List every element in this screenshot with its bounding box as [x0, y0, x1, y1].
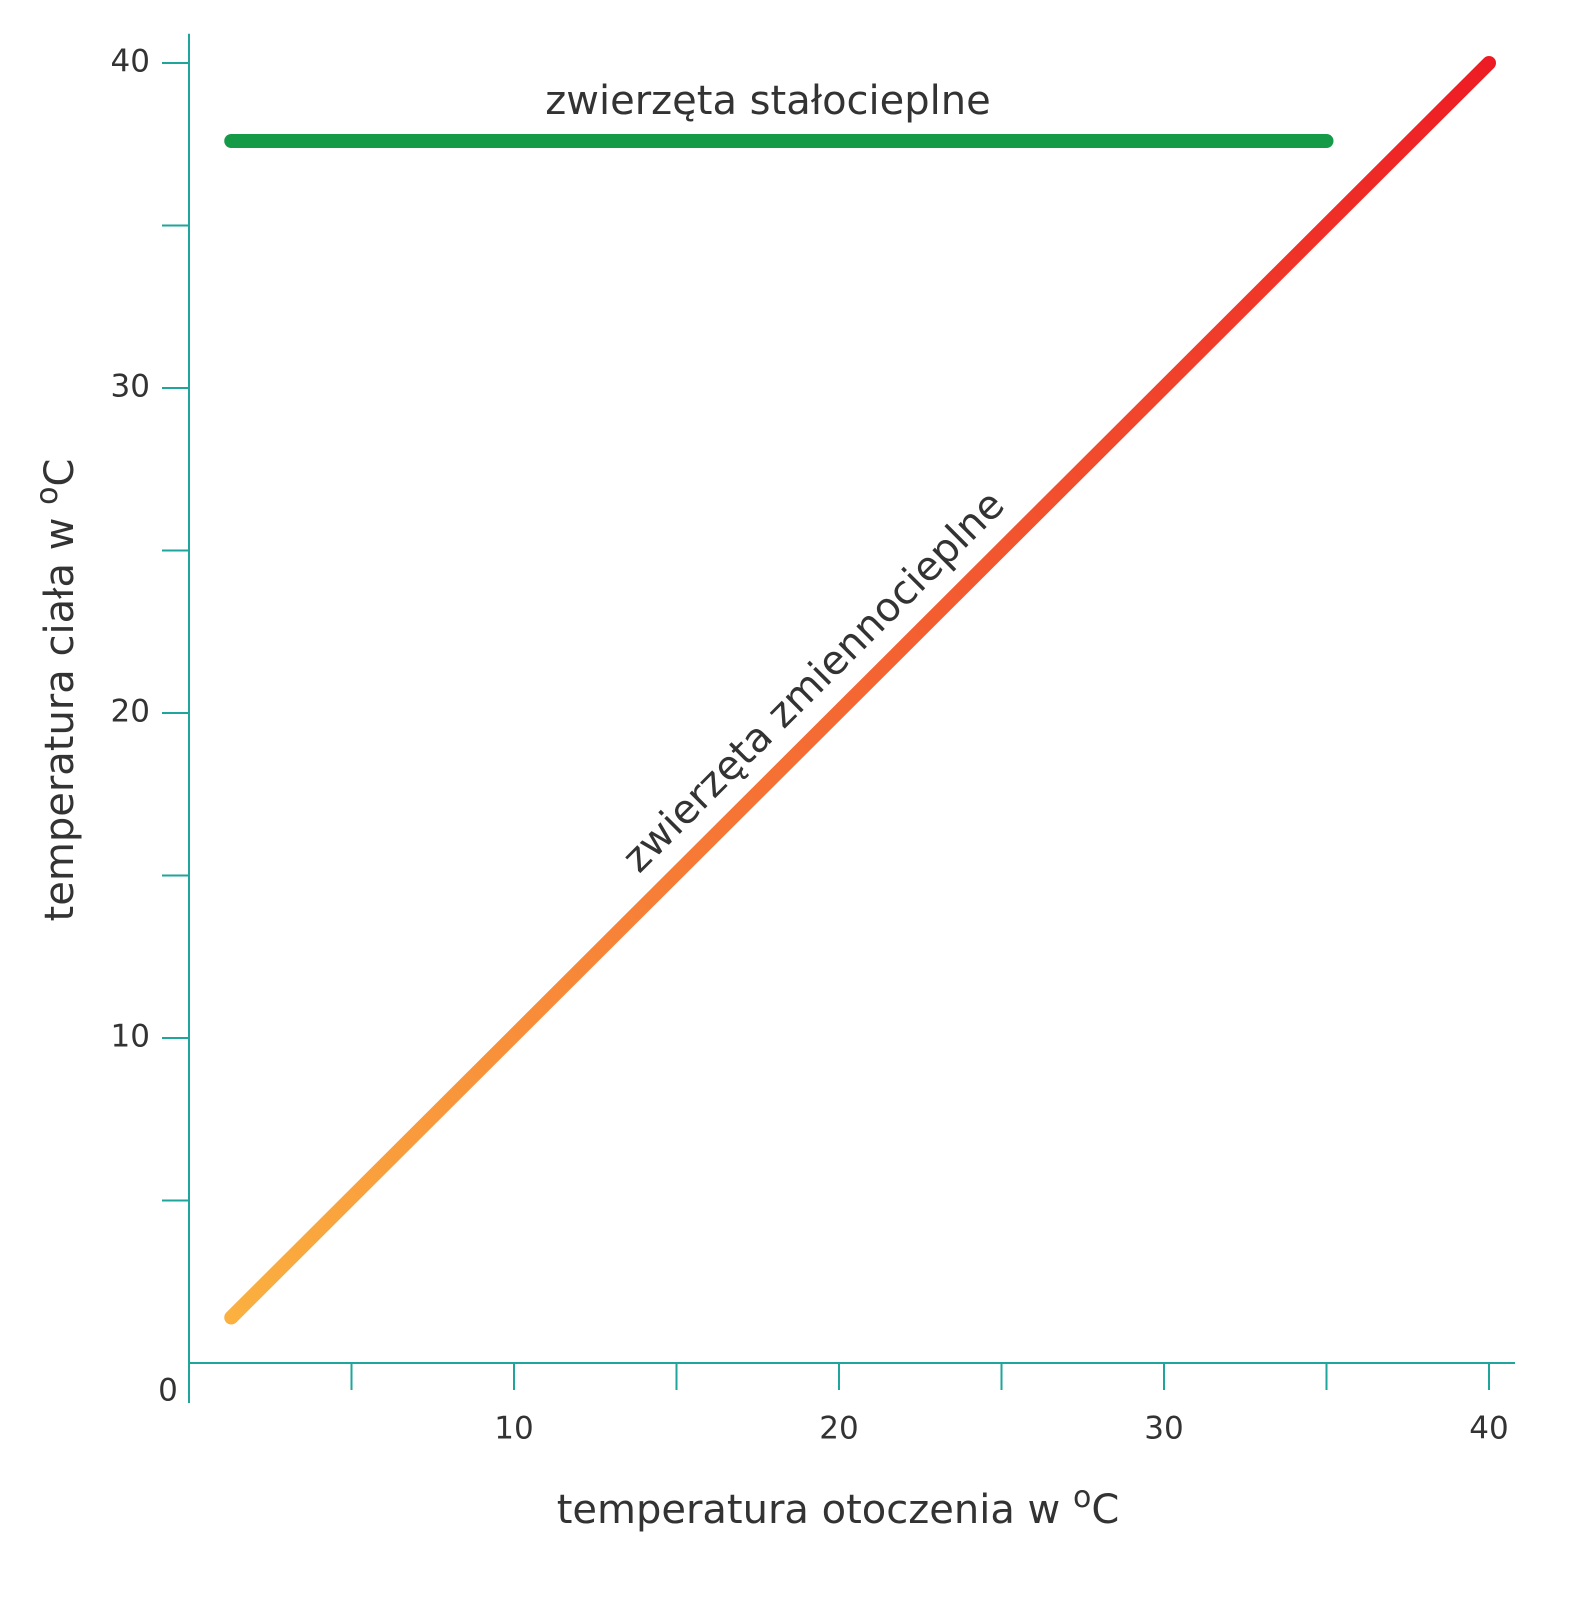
series-label: zwierzęta zmiennocieplne — [614, 482, 1014, 882]
x-axis-title-unit: C — [1091, 1487, 1119, 1533]
series-line — [224, 56, 1496, 1325]
x-axis-title-sup: o — [1073, 1480, 1091, 1515]
y-axis-title-sup: o — [30, 487, 65, 505]
origin-label: 0 — [158, 1373, 178, 1409]
x-tick-label: 40 — [1469, 1411, 1508, 1447]
x-tick-label: 10 — [494, 1411, 533, 1447]
x-tick-label: 30 — [1144, 1411, 1183, 1447]
x-axis-title-text: temperatura otoczenia w — [557, 1487, 1061, 1533]
y-tick-label: 30 — [111, 369, 150, 405]
y-tick-label: 40 — [111, 44, 150, 80]
x-axis-title: temperatura otoczenia w oC — [557, 1480, 1120, 1534]
y-axis-title-text: temperatura ciała w — [37, 518, 83, 922]
x-tick-label: 20 — [819, 1411, 858, 1447]
y-axis-title: temperatura ciała w oC — [30, 459, 84, 922]
series-label: zwierzęta stałocieplne — [545, 78, 990, 124]
y-axis-title-unit: C — [37, 459, 83, 487]
y-tick-label: 10 — [111, 1019, 150, 1055]
y-tick-label: 20 — [111, 694, 150, 730]
